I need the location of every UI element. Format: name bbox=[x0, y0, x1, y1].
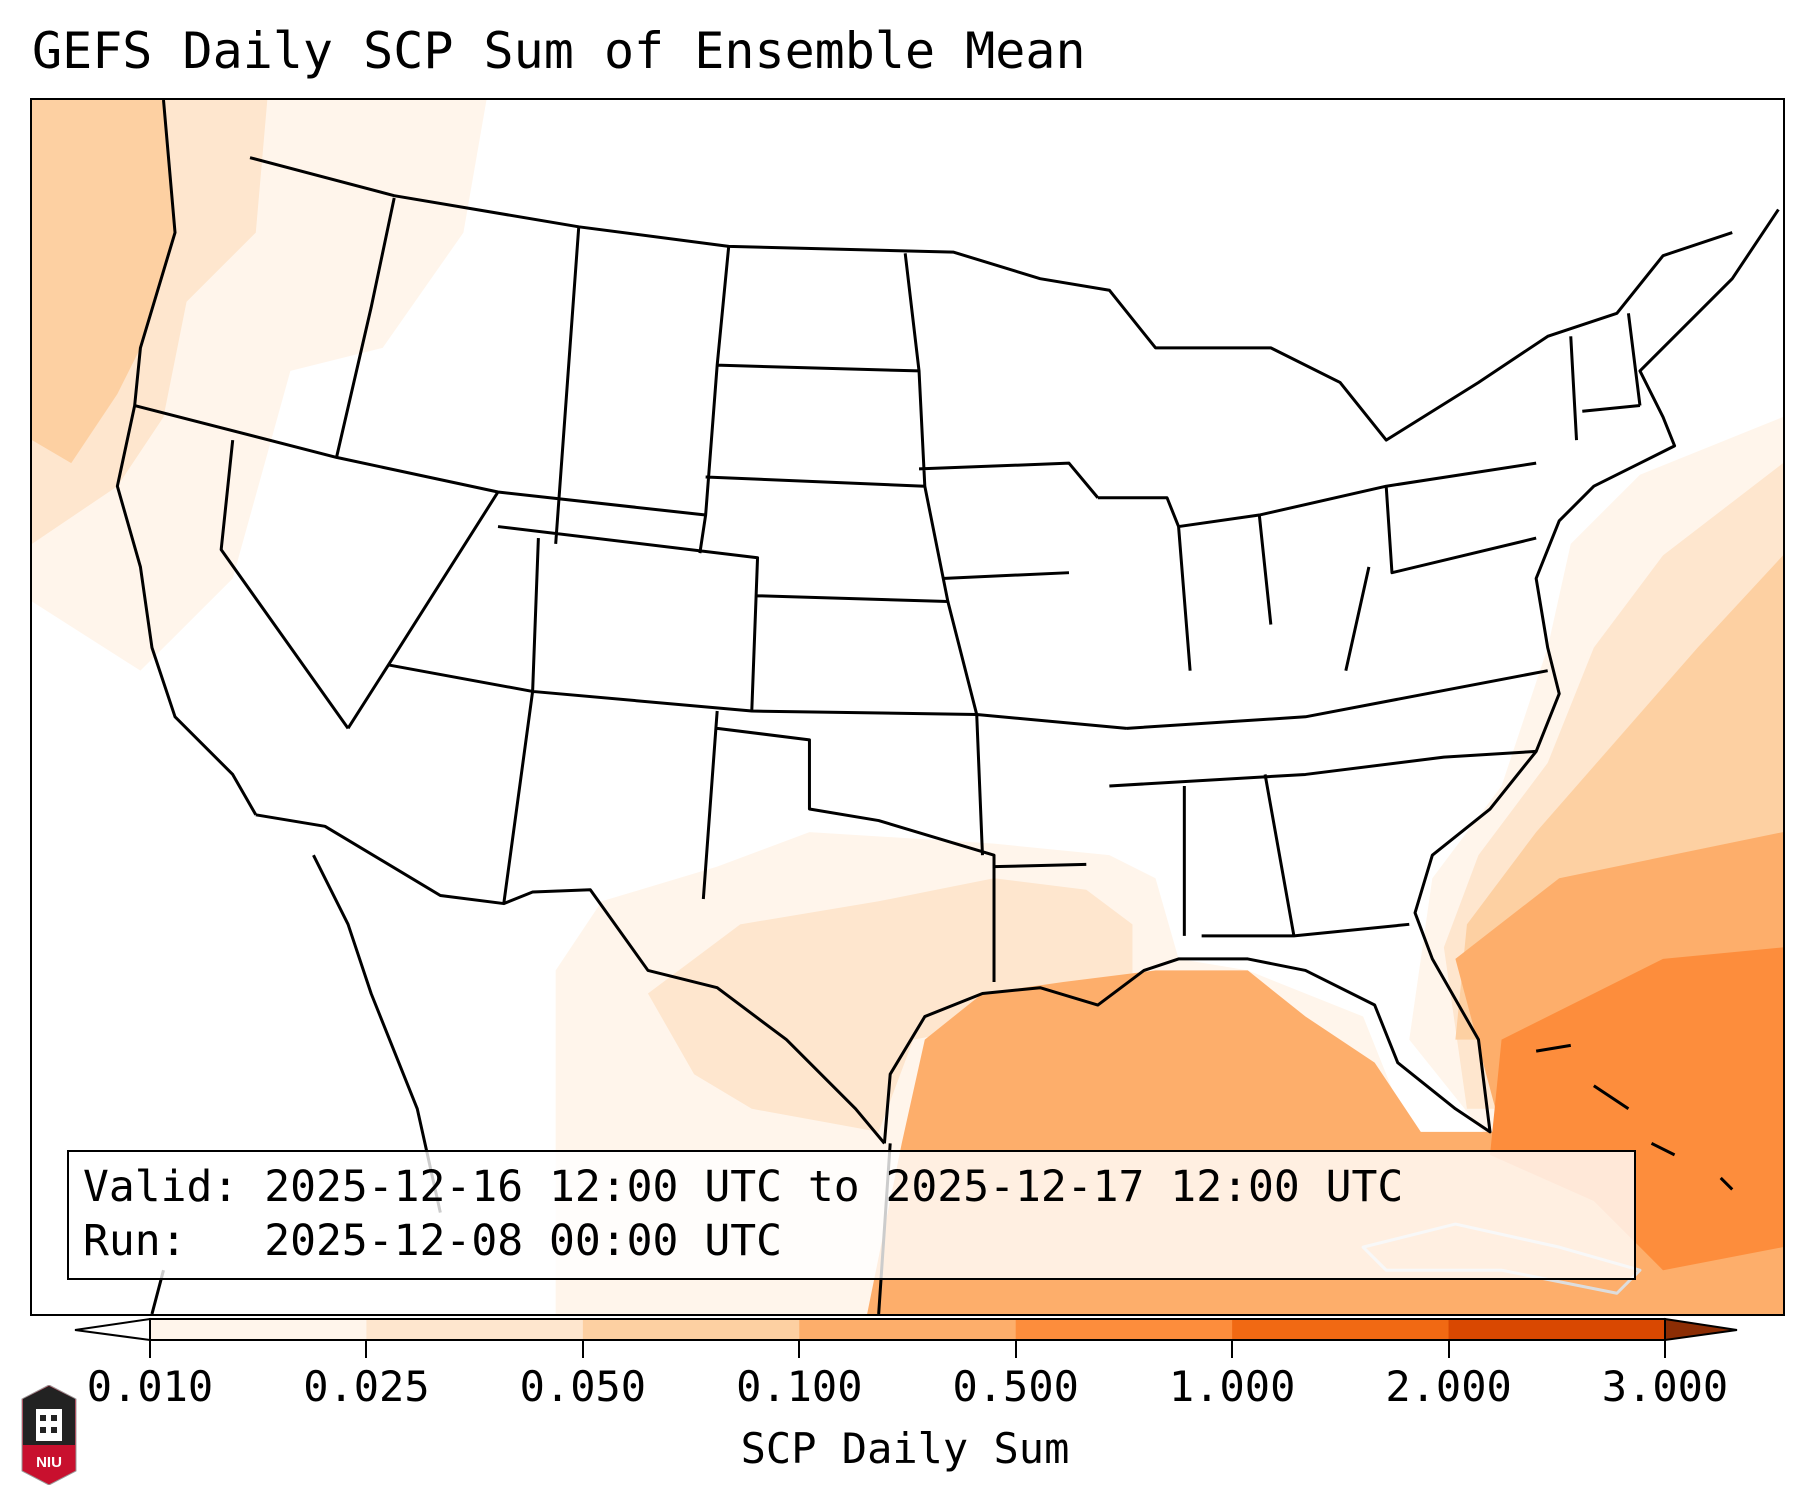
colorbar-segments bbox=[150, 1319, 1666, 1340]
colorbar-segment bbox=[582, 1319, 800, 1340]
colorbar-tick-label: 2.000 bbox=[1385, 1362, 1512, 1411]
run-time-text: Run: 2025-12-08 00:00 UTC bbox=[83, 1216, 782, 1266]
state-lines bbox=[134, 197, 1642, 982]
mexico-border bbox=[255, 813, 886, 1145]
canada-border bbox=[249, 156, 1733, 442]
colorbar-tick-mark bbox=[1664, 1340, 1666, 1358]
colorbar-segment bbox=[799, 1319, 1017, 1340]
colorbar-segment bbox=[150, 1319, 367, 1340]
colorbar-tick-label: 0.025 bbox=[303, 1362, 430, 1411]
colorbar-tick-mark bbox=[798, 1340, 801, 1358]
colorbar-tick-mark bbox=[1014, 1340, 1017, 1358]
colorbar-segment bbox=[1448, 1319, 1666, 1340]
us-coastline bbox=[115, 100, 1780, 1144]
colorbar-frame bbox=[149, 1318, 1666, 1341]
bahamas bbox=[1535, 1043, 1734, 1191]
valid-run-info-box: Valid: 2025-12-16 12:00 UTC to 2025-12-1… bbox=[67, 1150, 1636, 1280]
colorbar-under-triangle bbox=[74, 1317, 151, 1342]
colorbar-label: SCP Daily Sum bbox=[740, 1424, 1070, 1473]
niu-logo: NIU bbox=[21, 1385, 77, 1485]
colorbar-tick-label: 0.100 bbox=[736, 1362, 863, 1411]
chart-title: GEFS Daily SCP Sum of Ensemble Mean bbox=[32, 22, 1086, 80]
shade-pacific bbox=[32, 100, 176, 464]
map-svg bbox=[32, 100, 1783, 1314]
colorbar-tick-label: 0.010 bbox=[86, 1362, 214, 1411]
colorbar-segment bbox=[366, 1319, 584, 1340]
logo-text: NIU bbox=[36, 1454, 62, 1471]
map-panel bbox=[30, 98, 1785, 1316]
colorbar-tick-label: 0.500 bbox=[952, 1362, 1079, 1411]
colorbar-tick-mark bbox=[365, 1340, 368, 1358]
colorbar-tick-mark bbox=[1447, 1340, 1450, 1358]
colorbar-segment bbox=[1015, 1319, 1233, 1340]
colorbar-tick-mark bbox=[581, 1340, 584, 1358]
shade-atlantic-050-1 bbox=[1490, 947, 1783, 1271]
shade-texas-mid bbox=[647, 878, 1133, 1132]
colorbar-over-triangle bbox=[1664, 1317, 1738, 1342]
boundaries bbox=[115, 100, 1780, 1314]
colorbar-segment bbox=[1232, 1319, 1450, 1340]
valid-time-text: Valid: 2025-12-16 12:00 UTC to 2025-12-1… bbox=[83, 1162, 1404, 1212]
colorbar-tick-mark bbox=[1231, 1340, 1234, 1358]
colorbar-tick-label: 1.000 bbox=[1168, 1362, 1296, 1411]
colorbar-tick-label: 0.050 bbox=[519, 1362, 647, 1411]
colorbar-tick-mark bbox=[149, 1340, 151, 1358]
colorbar bbox=[74, 1317, 1738, 1342]
colorbar-tick-label: 3.000 bbox=[1601, 1362, 1729, 1411]
